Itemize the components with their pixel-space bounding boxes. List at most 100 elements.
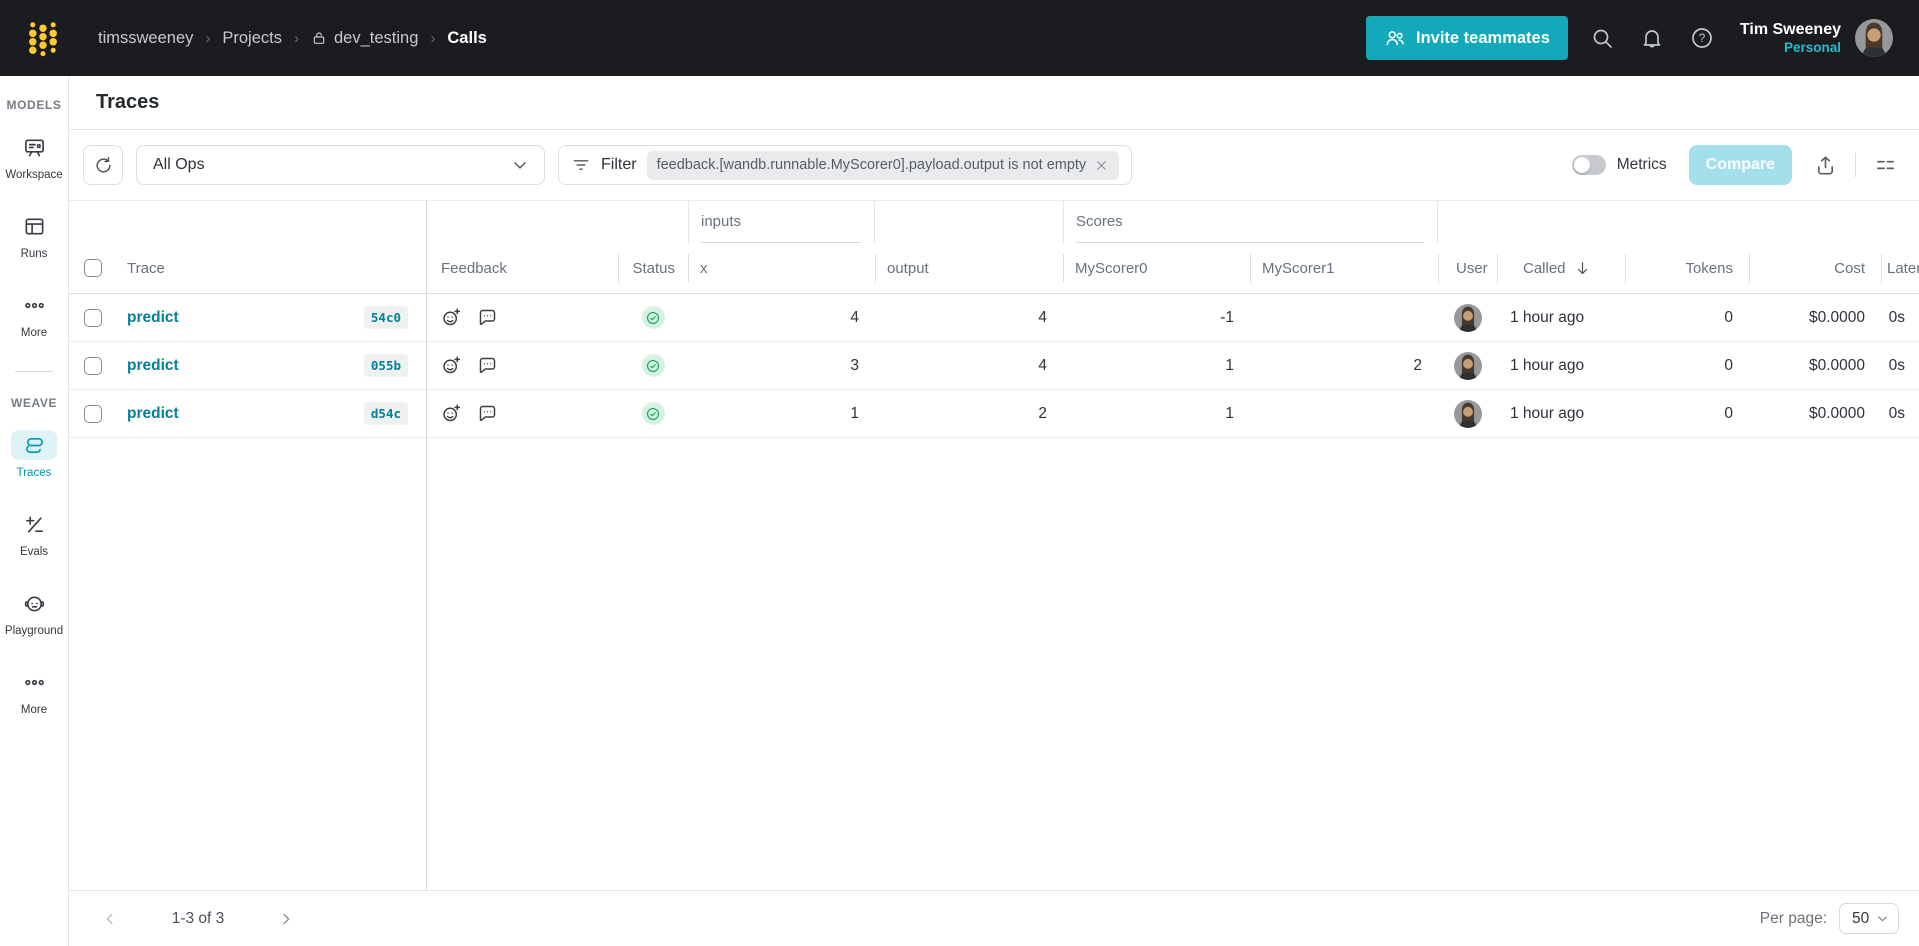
pinned-column-divider bbox=[426, 200, 427, 890]
cell-input-x: 1 bbox=[850, 404, 859, 422]
column-header-x[interactable]: x bbox=[688, 243, 875, 293]
help-icon[interactable]: ? bbox=[1690, 26, 1714, 50]
sidebar-item-workspace[interactable]: Workspace bbox=[0, 132, 68, 181]
column-header-trace[interactable]: Trace bbox=[127, 259, 165, 277]
row-user-avatar[interactable] bbox=[1453, 303, 1482, 332]
table-group-header-row: inputs Scores bbox=[69, 201, 1919, 243]
metrics-label: Metrics bbox=[1616, 156, 1667, 173]
sidebar-section-models: MODELS bbox=[6, 98, 62, 112]
group-label: inputs bbox=[701, 213, 742, 230]
cell-latency: 0s bbox=[1888, 404, 1905, 422]
compare-button[interactable]: Compare bbox=[1688, 145, 1792, 185]
cell-called: 1 hour ago bbox=[1510, 308, 1585, 326]
sidebar-item-runs[interactable]: Runs bbox=[0, 211, 68, 260]
op-selector-dropdown[interactable]: All Ops bbox=[136, 145, 545, 185]
search-icon[interactable] bbox=[1590, 26, 1614, 50]
sidebar-item-models-more[interactable]: More bbox=[0, 290, 68, 339]
column-header-myscorer0[interactable]: MyScorer0 bbox=[1063, 243, 1250, 293]
call-id-badge: 055b bbox=[363, 354, 408, 377]
comment-icon[interactable] bbox=[477, 307, 498, 328]
previous-page-icon[interactable] bbox=[97, 906, 123, 932]
table-row[interactable]: predict 055b 3 4 1 2 1 hour ago bbox=[69, 342, 1919, 390]
user-avatar[interactable] bbox=[1855, 19, 1893, 57]
trace-op-link[interactable]: predict bbox=[127, 404, 179, 422]
trace-op-link[interactable]: predict bbox=[127, 356, 179, 374]
row-checkbox[interactable] bbox=[84, 356, 102, 375]
trace-op-link[interactable]: predict bbox=[127, 308, 179, 326]
cell-myscorer0: 1 bbox=[1225, 404, 1234, 422]
wandb-logo[interactable] bbox=[26, 18, 60, 58]
comment-icon[interactable] bbox=[477, 355, 498, 376]
cell-input-x: 4 bbox=[850, 308, 859, 326]
column-header-feedback[interactable]: Feedback bbox=[441, 259, 507, 277]
refresh-button[interactable] bbox=[83, 145, 123, 185]
user-scope: Personal bbox=[1783, 39, 1841, 55]
row-checkbox[interactable] bbox=[84, 308, 102, 327]
sidebar-item-label: Playground bbox=[4, 625, 64, 637]
table-header-row: Trace Feedback Status x output MyScorer0… bbox=[69, 243, 1919, 294]
group-underline bbox=[1076, 242, 1424, 243]
manage-columns-icon[interactable] bbox=[1868, 148, 1903, 183]
sidebar-item-label: Evals bbox=[19, 546, 49, 558]
column-header-user[interactable]: User bbox=[1438, 243, 1497, 293]
add-reaction-icon[interactable] bbox=[441, 307, 462, 328]
column-header-status[interactable]: Status bbox=[618, 243, 688, 293]
column-header-cost[interactable]: Cost bbox=[1749, 243, 1881, 293]
breadcrumb-projects[interactable]: Projects bbox=[222, 28, 282, 47]
add-reaction-icon[interactable] bbox=[441, 355, 462, 376]
row-user-avatar[interactable] bbox=[1453, 399, 1482, 428]
breadcrumb-entity[interactable]: timssweeney bbox=[98, 28, 194, 47]
cell-tokens: 0 bbox=[1724, 356, 1733, 374]
sidebar-item-traces[interactable]: Traces bbox=[0, 430, 68, 479]
column-header-called[interactable]: Called bbox=[1497, 243, 1625, 293]
sidebar-item-weave-more[interactable]: More bbox=[0, 667, 68, 716]
filter-chip[interactable]: feedback.[wandb.runnable.MyScorer0].payl… bbox=[646, 150, 1120, 180]
cell-myscorer1: 2 bbox=[1413, 356, 1422, 374]
per-page-label: Per page: bbox=[1759, 909, 1827, 927]
filter-bar[interactable]: Filter feedback.[wandb.runnable.MyScorer… bbox=[558, 145, 1133, 185]
table-row[interactable]: predict d54c 1 2 1 1 hour ago bbox=[69, 390, 1919, 438]
row-user-avatar[interactable] bbox=[1453, 351, 1482, 380]
cell-input-x: 3 bbox=[850, 356, 859, 374]
breadcrumb-separator: › bbox=[205, 29, 211, 47]
per-page-select[interactable]: 50 bbox=[1839, 903, 1899, 934]
group-header-inputs: inputs bbox=[688, 201, 875, 243]
cell-cost: $0.0000 bbox=[1808, 308, 1865, 326]
per-page-control: Per page: 50 bbox=[1760, 903, 1899, 934]
invite-teammates-button[interactable]: Invite teammates bbox=[1366, 16, 1568, 60]
breadcrumb-page-calls[interactable]: Calls bbox=[447, 28, 487, 47]
sidebar-item-evals[interactable]: Evals bbox=[0, 509, 68, 558]
metrics-toggle[interactable] bbox=[1571, 155, 1606, 175]
page-title: Traces bbox=[96, 91, 160, 113]
next-page-icon[interactable] bbox=[273, 906, 299, 932]
column-header-called-label: Called bbox=[1523, 259, 1566, 277]
row-checkbox[interactable] bbox=[84, 404, 102, 423]
sidebar-item-label: Runs bbox=[20, 248, 48, 260]
notifications-bell-icon[interactable] bbox=[1640, 26, 1664, 50]
add-reaction-icon[interactable] bbox=[441, 403, 462, 424]
chevron-down-icon bbox=[510, 155, 530, 175]
status-success-icon bbox=[641, 306, 665, 329]
sidebar-item-playground[interactable]: Playground bbox=[0, 588, 68, 637]
page-header: Traces bbox=[69, 76, 1919, 130]
left-sidebar: MODELS Workspace Runs More WEAVE Traces … bbox=[0, 76, 69, 946]
cell-cost: $0.0000 bbox=[1808, 356, 1865, 374]
sidebar-item-label: Workspace bbox=[5, 169, 63, 181]
call-id-badge: d54c bbox=[363, 402, 408, 425]
cell-output: 2 bbox=[1038, 404, 1047, 422]
column-header-output[interactable]: output bbox=[875, 243, 1063, 293]
breadcrumb-project[interactable]: dev_testing bbox=[311, 29, 418, 48]
group-label: Scores bbox=[1076, 213, 1123, 230]
column-header-latency[interactable]: Latency bbox=[1881, 243, 1919, 293]
filter-chip-remove-icon[interactable] bbox=[1094, 158, 1109, 173]
select-all-checkbox[interactable] bbox=[84, 259, 102, 277]
comment-icon[interactable] bbox=[477, 403, 498, 424]
sort-desc-arrow-icon bbox=[1574, 260, 1591, 277]
export-icon[interactable] bbox=[1808, 148, 1843, 183]
column-header-myscorer1[interactable]: MyScorer1 bbox=[1250, 243, 1438, 293]
ellipsis-icon bbox=[11, 667, 57, 697]
column-header-tokens[interactable]: Tokens bbox=[1625, 243, 1749, 293]
table-row[interactable]: predict 54c0 4 4 -1 1 hour ago bbox=[69, 294, 1919, 342]
toolbar-right: Metrics Compare bbox=[1571, 145, 1903, 185]
status-success-icon bbox=[641, 402, 665, 425]
